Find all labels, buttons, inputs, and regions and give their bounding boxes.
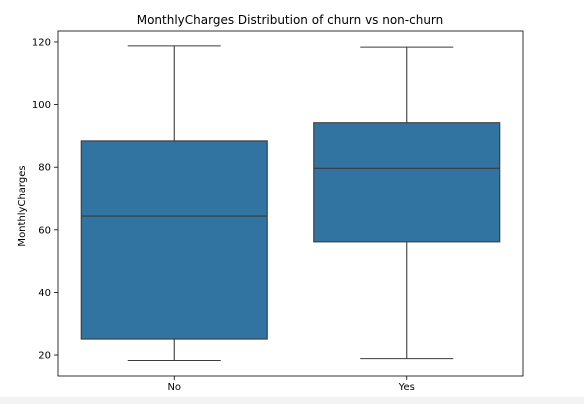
y-tick-label: 100	[32, 100, 51, 111]
plot-frame	[57, 30, 524, 377]
plot-area: 20 40 60 80 100 120 No Yes	[32, 30, 524, 393]
y-tick-label: 80	[38, 163, 51, 174]
y-axis-label: MonthlyCharges	[17, 165, 28, 246]
bottom-strip	[0, 397, 584, 404]
x-tick-label: Yes	[398, 382, 415, 393]
x-tick-label: No	[167, 382, 181, 393]
box-yes	[313, 122, 501, 243]
chart-title: MonthlyCharges Distribution of churn vs …	[137, 13, 444, 27]
box-no	[80, 140, 268, 340]
y-tick-label: 20	[38, 351, 51, 362]
y-tick-label: 40	[38, 288, 51, 299]
y-tick-label: 120	[32, 37, 51, 48]
y-tick-label: 60	[38, 225, 51, 236]
